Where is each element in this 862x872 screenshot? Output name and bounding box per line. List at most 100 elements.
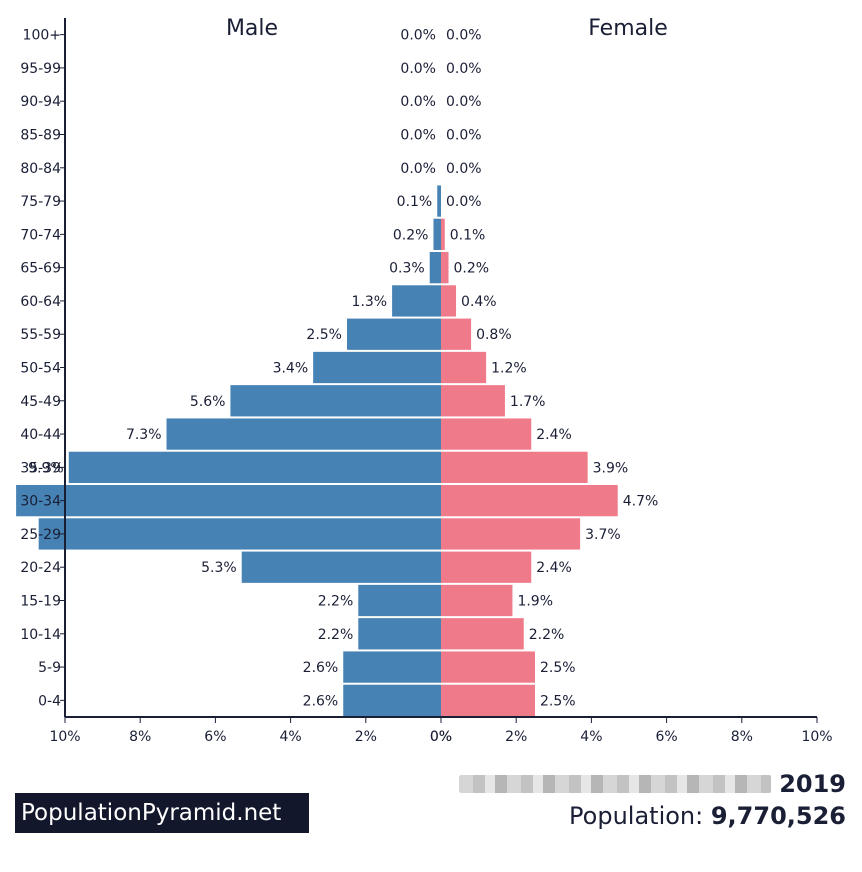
label-female-85-89: 0.0% [446,128,482,144]
bar-female-30-34 [441,485,618,517]
label-female-15-19: 1.9% [517,594,553,610]
bar-male-15-19 [358,584,441,617]
bar-female-5-9 [441,651,535,683]
category-label-100+: 100+ [23,28,61,44]
bar-male-35-39 [68,451,441,483]
label-female-5-9: 2.5% [540,660,576,676]
x-tick-label-2: 6% [204,729,226,745]
bar-female-50-54 [441,351,487,384]
label-male-20-24: 5.3% [201,560,237,576]
label-male-55-59: 2.5% [306,327,342,343]
label-female-80-84: 0.0% [446,161,482,177]
label-male-0-4: 2.6% [303,693,339,709]
category-label-85-89: 85-89 [20,128,61,144]
bar-male-50-54 [313,351,441,384]
label-female-50-54: 1.2% [491,361,527,377]
bar-female-45-49 [441,385,505,417]
bar-male-60-64 [392,285,441,317]
x-tick-label-11: 10% [801,729,832,745]
category-label-15-19: 15-19 [20,594,61,610]
category-label-0-4: 0-4 [38,693,61,709]
category-label-95-99: 95-99 [20,61,61,77]
label-female-45-49: 1.7% [510,394,546,410]
country-year-row: 2019 [459,770,846,798]
x-tick-label-8: 4% [580,729,602,745]
category-label-25-29: 25-29 [20,527,61,543]
category-label-20-24: 20-24 [20,560,61,576]
category-label-45-49: 45-49 [20,394,61,410]
label-female-70-74: 0.1% [450,227,486,243]
bar-female-15-19 [441,584,513,617]
population-pyramid-chart: Male Female 0.0% 0.0% 100+ 0.0% 0.0% 95-99 0.0% 0… [16,16,833,745]
label-male-70-74: 0.2% [393,227,429,243]
series-label-male: Male [226,16,278,41]
label-female-60-64: 0.4% [461,294,497,310]
x-tick-label-1: 8% [129,729,151,745]
label-male-15-19: 2.2% [318,594,354,610]
category-label-50-54: 50-54 [20,361,61,377]
label-female-20-24: 2.4% [536,560,572,576]
bar-female-65-69 [441,252,449,284]
label-female-100+: 0.0% [446,28,482,44]
bar-male-20-24 [241,551,441,583]
label-male-40-44: 7.3% [126,427,162,443]
bar-female-25-29 [441,518,581,550]
label-female-25-29: 3.7% [585,527,621,543]
bar-female-10-14 [441,618,524,650]
label-male-45-49: 5.6% [190,394,226,410]
x-tick-label-5: 0% [430,729,452,745]
label-male-5-9: 2.6% [303,660,339,676]
x-tick-label-9: 6% [655,729,677,745]
category-label-30-34: 30-34 [20,494,61,510]
population-value: 9,770,526 [710,802,846,830]
label-male-65-69: 0.3% [389,261,425,277]
bar-female-0-4 [441,684,535,716]
x-tick-label-10: 8% [731,729,753,745]
x-tick-label-3: 4% [279,729,301,745]
label-female-35-39: 3.9% [593,460,629,476]
label-female-0-4: 2.5% [540,693,576,709]
label-male-95-99: 0.0% [400,61,436,77]
bar-male-30-34 [16,485,442,517]
label-male-50-54: 3.4% [273,361,309,377]
summary-panel: 2019 Population: 9,770,526 [459,770,846,830]
bar-female-60-64 [441,285,457,317]
label-female-55-59: 0.8% [476,327,512,343]
category-label-60-64: 60-64 [20,294,61,310]
bar-male-40-44 [166,418,441,450]
category-label-35-39: 35-39 [20,460,61,476]
category-label-40-44: 40-44 [20,427,61,443]
label-male-75-79: 0.1% [397,194,433,210]
category-label-10-14: 10-14 [20,627,61,643]
label-male-35-39: 9.9% [28,460,64,476]
bar-male-70-74 [433,218,441,250]
bar-male-0-4 [343,684,441,716]
label-male-90-94: 0.0% [400,94,436,110]
blurred-country-name [459,775,772,793]
year-label: 2019 [779,770,846,798]
population-label: Population: [569,802,704,830]
category-label-80-84: 80-84 [20,161,61,177]
bar-male-5-9 [343,651,441,683]
label-female-30-34: 4.7% [623,494,659,510]
label-female-40-44: 2.4% [536,427,572,443]
label-female-75-79: 0.0% [446,194,482,210]
category-label-75-79: 75-79 [20,194,61,210]
label-female-95-99: 0.0% [446,61,482,77]
category-label-65-69: 65-69 [20,261,61,277]
bar-female-55-59 [441,318,472,350]
label-female-65-69: 0.2% [454,261,490,277]
category-label-90-94: 90-94 [20,94,61,110]
x-tick-label-0: 10% [49,729,80,745]
brand-logo[interactable]: PopulationPyramid.net [15,793,309,833]
bar-male-25-29 [38,518,442,550]
label-male-60-64: 1.3% [352,294,388,310]
category-label-70-74: 70-74 [20,227,61,243]
x-tick-label-4: 2% [355,729,377,745]
population-row: Population: 9,770,526 [459,802,846,830]
label-female-90-94: 0.0% [446,94,482,110]
bar-male-75-79 [437,185,441,217]
bar-female-35-39 [441,451,588,483]
category-label-55-59: 55-59 [20,327,61,343]
bar-male-65-69 [429,252,441,284]
